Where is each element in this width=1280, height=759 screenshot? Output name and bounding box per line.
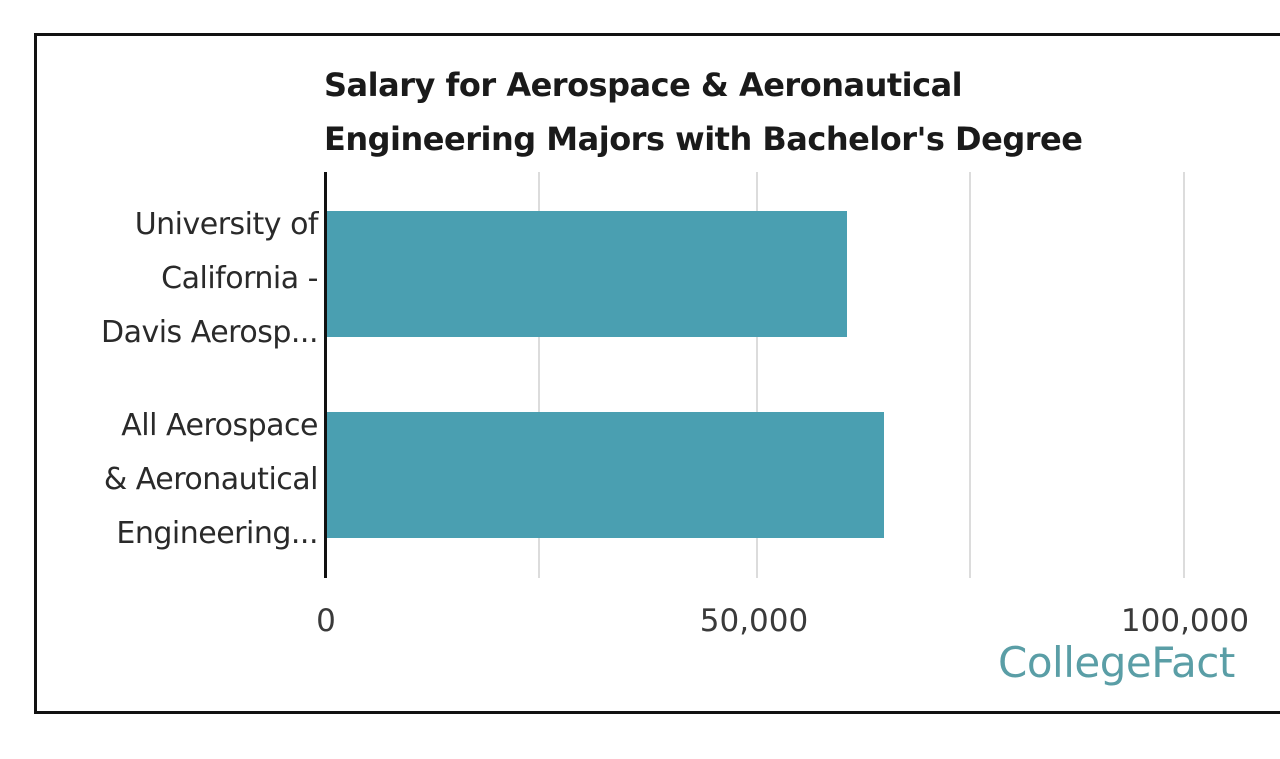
y-label-line: & Aeronautical bbox=[103, 462, 319, 497]
y-axis-line bbox=[324, 172, 327, 578]
x-tick-50000: 50,000 bbox=[699, 603, 809, 639]
x-tick-0: 0 bbox=[316, 603, 336, 639]
x-tick-100000: 100,000 bbox=[1120, 603, 1250, 639]
chart-title: Salary for Aerospace & Aeronautical Engi… bbox=[324, 58, 1083, 166]
y-label-line: University of bbox=[134, 207, 319, 242]
bar-uc-davis[interactable] bbox=[327, 211, 847, 337]
chart-title-line-1: Salary for Aerospace & Aeronautical bbox=[324, 66, 963, 104]
chart-title-line-2: Engineering Majors with Bachelor's Degre… bbox=[324, 120, 1083, 158]
gridline-25000 bbox=[538, 172, 540, 578]
gridline-100000 bbox=[1183, 172, 1185, 578]
chart-frame bbox=[34, 33, 1280, 714]
y-label-line: All Aerospace bbox=[121, 408, 318, 443]
y-label-all-aerospace: All Aerospace & Aeronautical Engineering… bbox=[18, 399, 319, 561]
collegefactual-watermark: CollegeFact bbox=[998, 638, 1235, 687]
y-label-line: Engineering... bbox=[116, 516, 318, 551]
y-label-line: Davis Aerosp... bbox=[100, 315, 319, 350]
y-label-line: California - bbox=[161, 261, 318, 296]
bar-all-aerospace[interactable] bbox=[327, 412, 884, 538]
gridline-50000 bbox=[756, 172, 758, 578]
y-label-uc-davis: University of California - Davis Aerosp.… bbox=[18, 198, 319, 360]
gridline-75000 bbox=[969, 172, 971, 578]
